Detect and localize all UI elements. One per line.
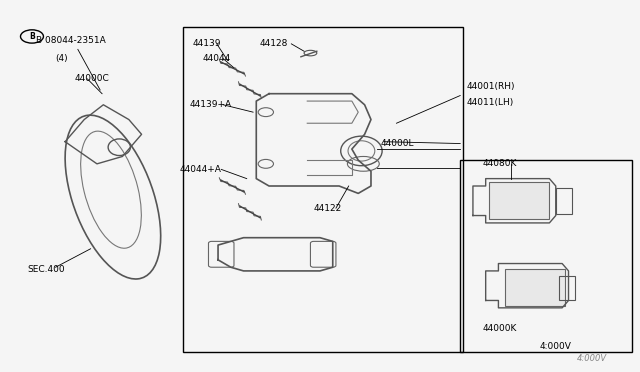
Text: 44139: 44139 bbox=[193, 39, 221, 48]
Text: 44000K: 44000K bbox=[483, 324, 517, 333]
Bar bbox=[183, 27, 463, 352]
Bar bbox=[505, 269, 565, 306]
Text: 4:000V: 4:000V bbox=[577, 354, 607, 363]
Text: 44128: 44128 bbox=[259, 39, 288, 48]
Text: 44000L: 44000L bbox=[381, 139, 414, 148]
Bar bbox=[556, 188, 572, 214]
Text: 44080K: 44080K bbox=[483, 159, 517, 169]
Text: 44044: 44044 bbox=[202, 54, 230, 63]
Text: 44011(LH): 44011(LH) bbox=[467, 99, 514, 108]
Text: 44000C: 44000C bbox=[75, 74, 109, 83]
Text: 44044+A: 44044+A bbox=[180, 165, 221, 174]
Text: 44122: 44122 bbox=[314, 203, 342, 213]
Text: 44139+A: 44139+A bbox=[189, 100, 232, 109]
Text: SEC.400: SEC.400 bbox=[27, 264, 65, 273]
Text: 44001(RH): 44001(RH) bbox=[467, 82, 515, 91]
Bar bbox=[489, 182, 549, 219]
Text: (4): (4) bbox=[56, 54, 68, 63]
Bar bbox=[460, 160, 632, 352]
Text: 4:000V: 4:000V bbox=[540, 342, 572, 351]
Text: B: B bbox=[29, 32, 35, 41]
Bar bbox=[559, 276, 575, 301]
Text: B 08044-2351A: B 08044-2351A bbox=[36, 36, 106, 45]
